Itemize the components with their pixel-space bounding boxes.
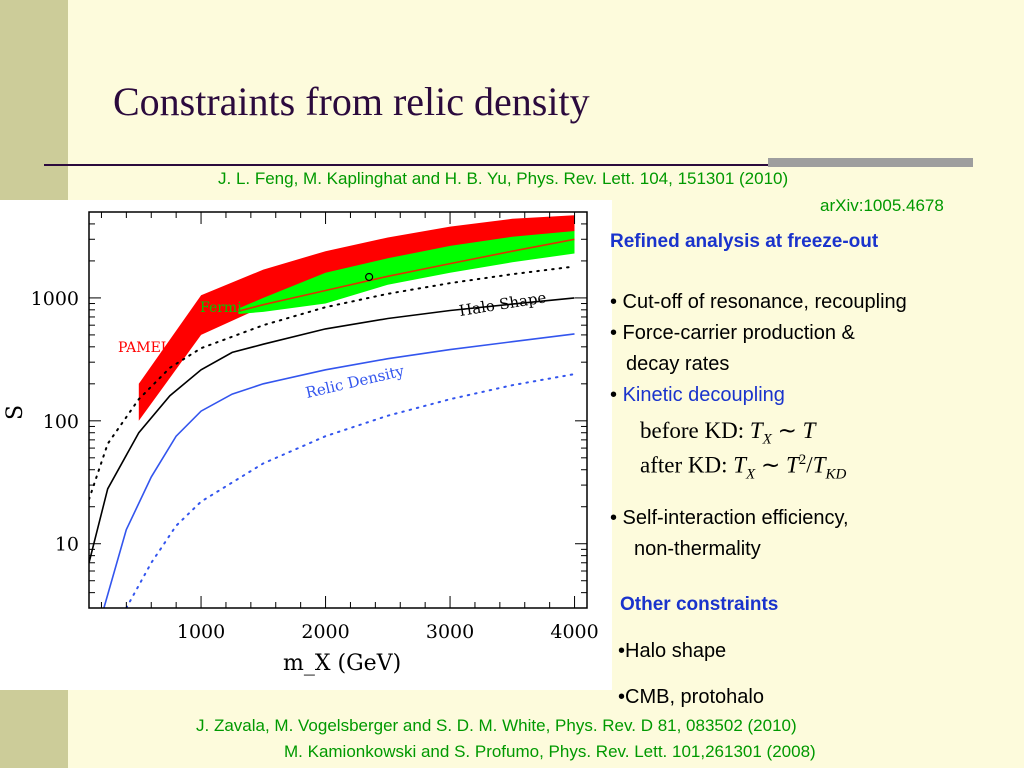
- bullet-force-carrier-cont: decay rates: [626, 353, 730, 375]
- plot-panel: 1000 2000 3000 4000 10 100 1000 Fermi PAMELA H…: [0, 200, 612, 690]
- other-constraints-heading: Other constraints: [620, 594, 779, 615]
- x-tick-label: 1000: [177, 621, 225, 643]
- bullet-self-interaction-cont: non-thermality: [634, 538, 761, 560]
- series-line-5: [103, 333, 575, 608]
- y-tick-label: 100: [43, 411, 79, 433]
- x-tick-label: 4000: [550, 621, 598, 643]
- reference-top-line1: J. L. Feng, M. Kaplinghat and H. B. Yu, …: [218, 169, 789, 188]
- annotation-fermi: Fermi: [200, 300, 242, 316]
- math-before-kd: before KD: TX ∼ T: [640, 418, 816, 448]
- relic-density-chart: 1000 2000 3000 4000 10 100 1000 Fermi PAMELA H…: [3, 211, 599, 676]
- annotation-pamela: PAMELA: [118, 340, 181, 356]
- plot-frame: [88, 211, 588, 609]
- marker-point: [365, 272, 374, 282]
- x-axis-label: m_X (GeV): [283, 651, 401, 676]
- reference-top-line2: arXiv:1005.4678: [820, 196, 944, 215]
- bullet-self-interaction: • Self-interaction efficiency,: [610, 507, 849, 529]
- other-cmb-protohalo: •CMB, protohalo: [618, 686, 764, 708]
- annotation-halo-shape: Halo Shape: [458, 288, 548, 320]
- y-tick-label: 10: [55, 534, 79, 556]
- x-tick-label: 2000: [301, 621, 349, 643]
- math-after-kd: after KD: TX ∼ T2/TKD: [640, 452, 847, 483]
- bullet-force-carrier: • Force-carrier production &: [610, 322, 855, 344]
- series-line-3: [89, 297, 575, 563]
- slide-title: Constraints from relic density: [113, 79, 590, 124]
- reference-bottom-line1: J. Zavala, M. Vogelsberger and S. D. M. …: [196, 716, 797, 735]
- y-axis-label: S: [3, 405, 28, 420]
- kinetic-decoupling-text: Kinetic decoupling: [622, 384, 785, 406]
- math-after-label: after KD:: [640, 452, 728, 478]
- title-rule-accent: [768, 158, 973, 167]
- x-tick-label: 3000: [426, 621, 474, 643]
- bullet-cutoff: • Cut-off of resonance, recoupling: [610, 291, 907, 313]
- reference-bottom-line2: M. Kamionkowski and S. Profumo, Phys. Re…: [284, 742, 816, 761]
- title-rule: [44, 164, 973, 166]
- series-line-6: [125, 373, 576, 608]
- bullet-marker: •: [610, 384, 618, 406]
- math-before-label: before KD:: [640, 418, 745, 443]
- y-tick-label: 1000: [31, 288, 79, 310]
- refined-analysis-heading: Refined analysis at freeze-out: [610, 231, 879, 252]
- series-line-4: [89, 265, 576, 501]
- series-line-2: [238, 238, 575, 312]
- other-halo-shape: •Halo shape: [618, 640, 727, 662]
- annotation-relic-density: Relic Density: [304, 362, 406, 402]
- bullet-kinetic-decoupling: • Kinetic decoupling: [610, 384, 785, 407]
